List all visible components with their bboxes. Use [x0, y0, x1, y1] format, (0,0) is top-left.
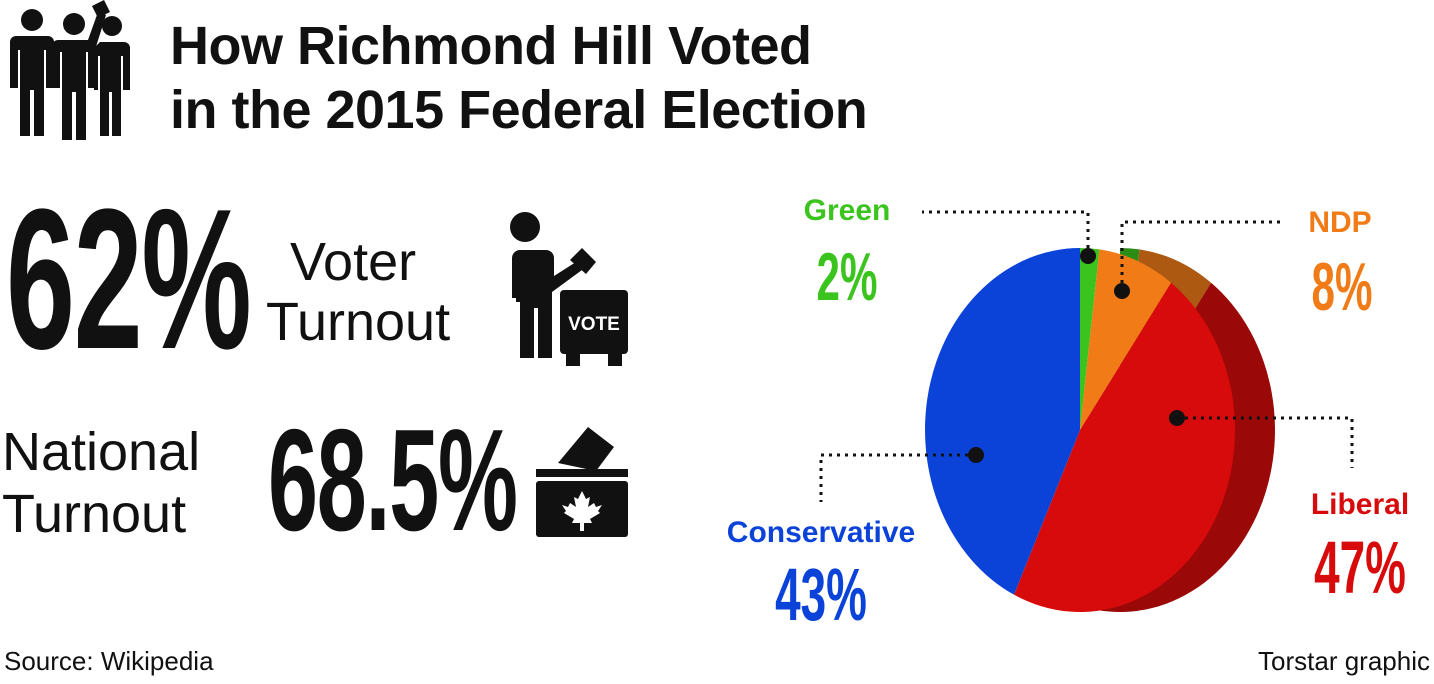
national-turnout-label-line-1: National [2, 422, 201, 482]
slice-percent-ndp: 8% [1312, 249, 1373, 325]
source-note: Source: Wikipedia [4, 646, 214, 676]
pie-slice-green [1080, 248, 1100, 430]
leader-line-liberal [1177, 416, 1354, 468]
leader-dot-conservative [968, 447, 984, 463]
leader-dot-green [1080, 248, 1096, 264]
national-turnout-label-line-2: Turnout [2, 484, 187, 544]
slice-name-ndp: NDP [1308, 206, 1371, 239]
pie-slice-ndp [1080, 249, 1172, 430]
national-turnout-value: 68.5% [268, 399, 518, 561]
leader-dot-liberal [1169, 410, 1185, 426]
slice-percent-conservative: 43% [775, 554, 867, 637]
pie-chart: Green 2% NDP 8% Liberal 47% Conservative 43% [727, 194, 1409, 637]
leader-line-green [922, 210, 1090, 256]
pie-slice-liberal [1014, 282, 1236, 613]
local-turnout-label-line-1: Voter [290, 232, 417, 292]
leader-dot-ndp [1114, 283, 1130, 299]
slice-percent-liberal: 47% [1314, 527, 1406, 610]
leader-line-conservative [819, 453, 976, 502]
credit-note: Torstar graphic [1258, 646, 1430, 676]
slice-name-liberal: Liberal [1311, 488, 1409, 521]
local-turnout-value: 62% [6, 168, 252, 391]
title-line-2: in the 2015 Federal Election [170, 80, 868, 140]
local-turnout-label-line-2: Turnout [266, 292, 451, 352]
title-line-1: How Richmond Hill Voted [170, 16, 812, 76]
chart-title: How Richmond Hill Voted in the 2015 Fede… [170, 14, 868, 142]
slice-name-conservative: Conservative [727, 516, 915, 549]
pie-slice-conservative [924, 248, 1080, 595]
slice-percent-green: 2% [817, 239, 878, 315]
canada-ballot-box-icon [536, 427, 628, 537]
ballot-box-label: VOTE [568, 314, 620, 335]
slice-name-green: Green [804, 194, 891, 227]
voter-ballot-box-icon: VOTE [506, 212, 628, 366]
crowd-icon [10, 0, 130, 140]
